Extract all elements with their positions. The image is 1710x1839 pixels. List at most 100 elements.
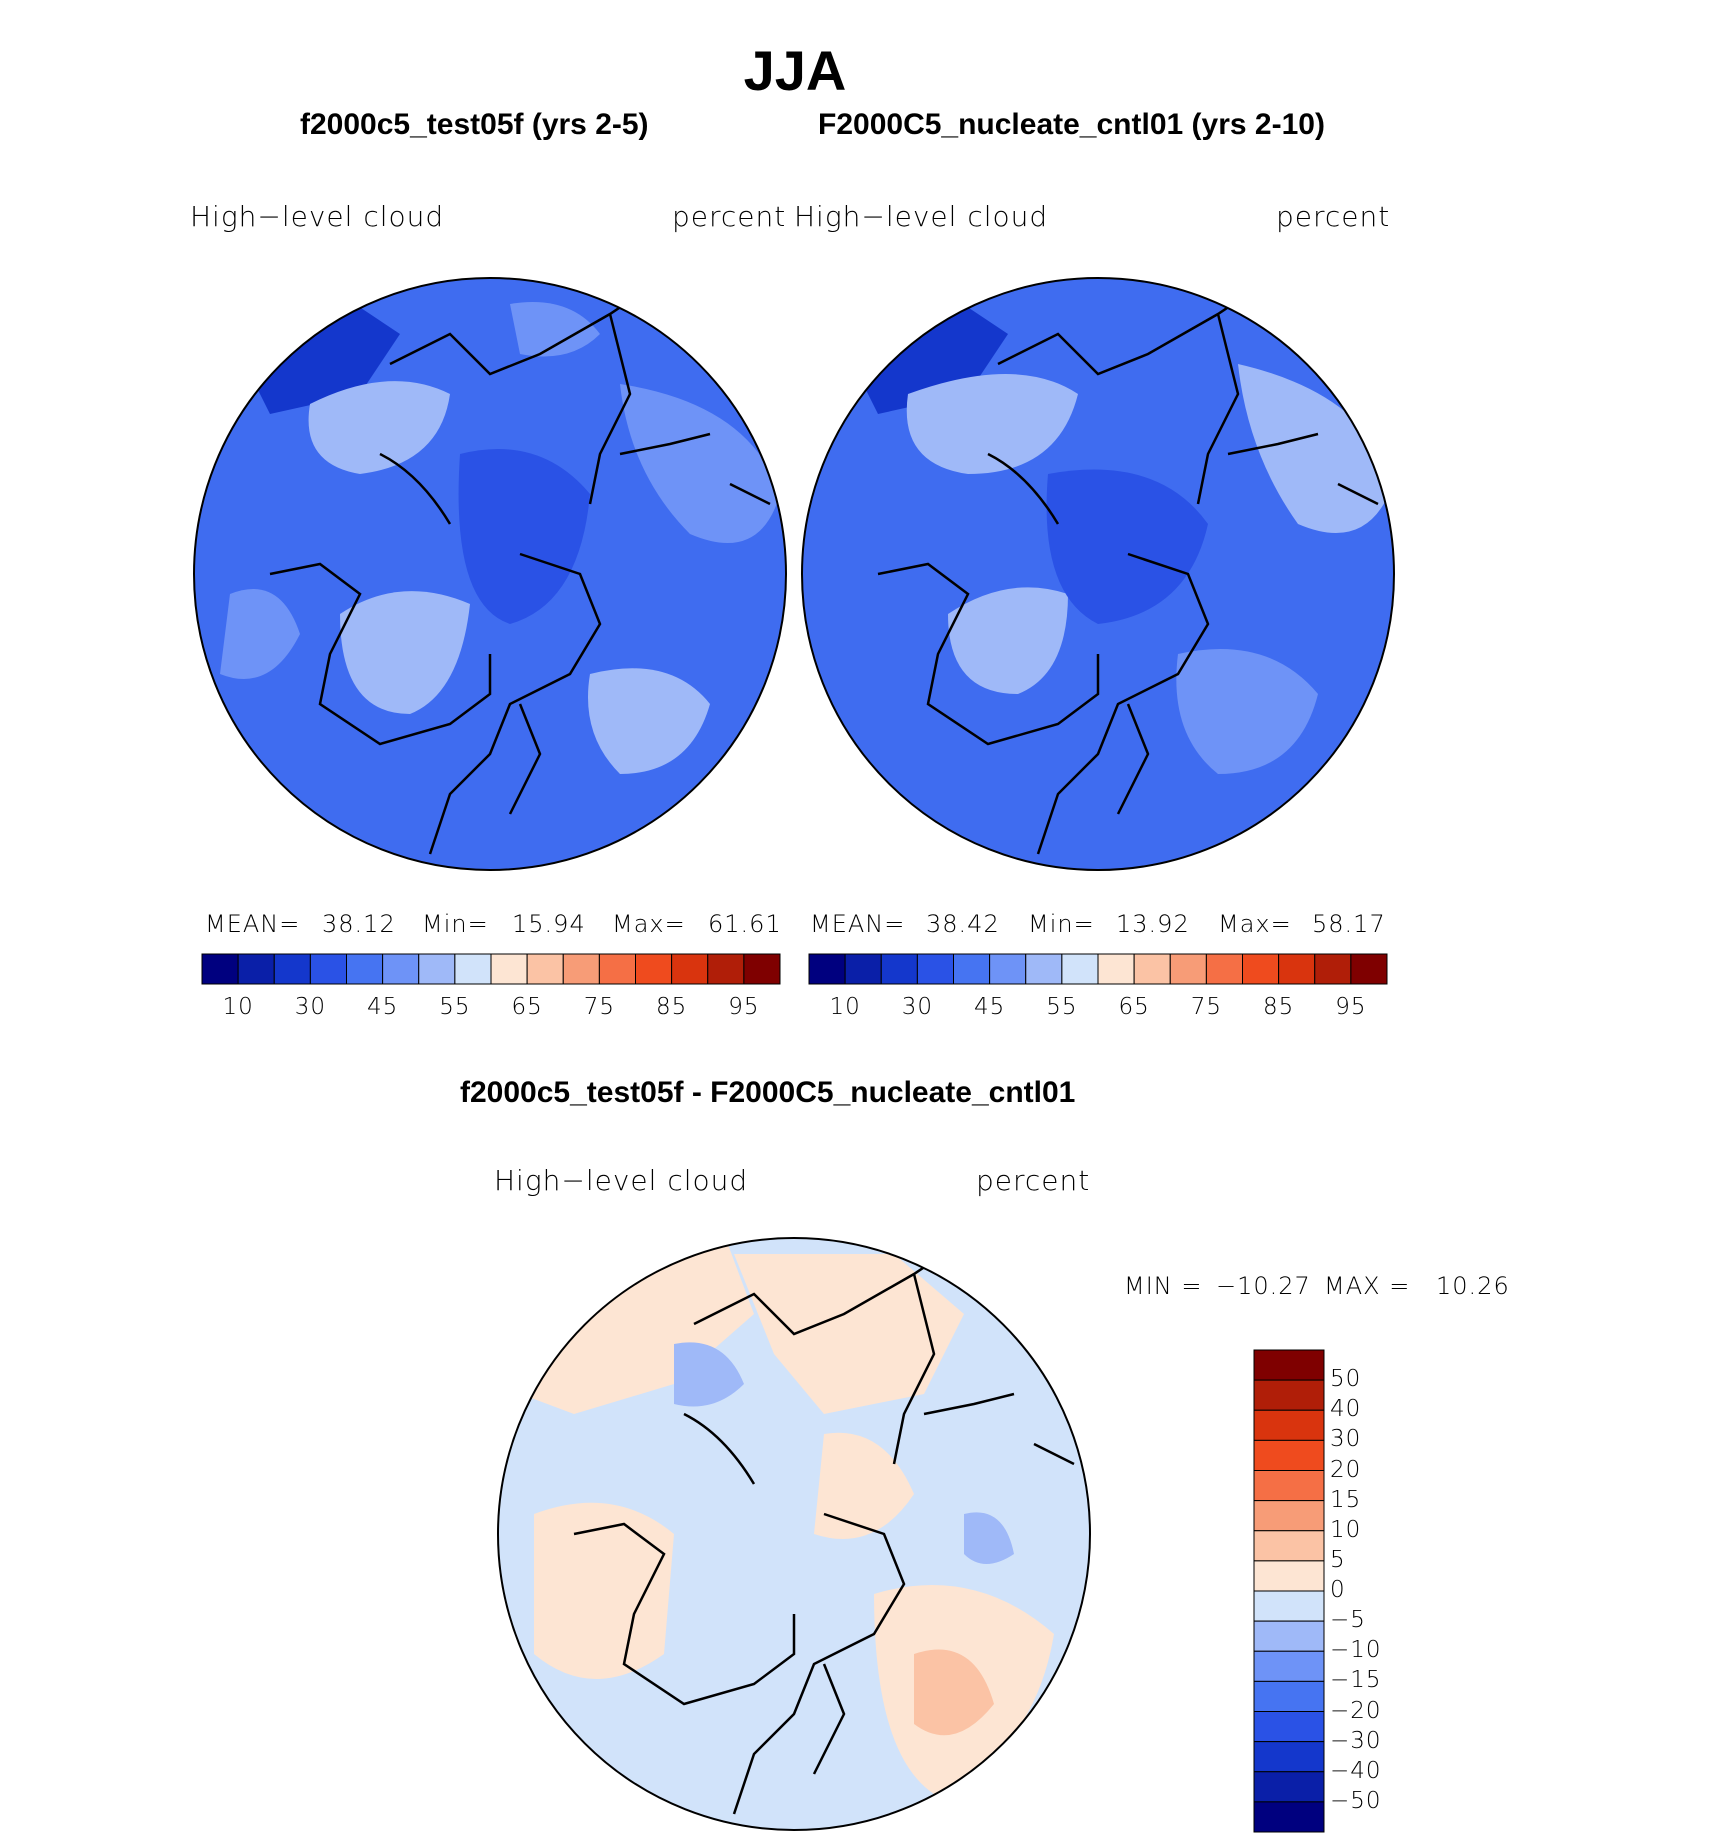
panel-1-mean-label: MEAN= xyxy=(205,910,301,938)
panel-1-min-value: 15.94 xyxy=(512,910,586,938)
diff-map-field-region xyxy=(814,1432,914,1539)
colorbar-box xyxy=(1025,953,1063,985)
diff-max-label: MAX = xyxy=(1324,1272,1411,1300)
colorbar-box xyxy=(1205,953,1243,985)
panel-1-colorbar xyxy=(201,953,781,985)
colorbar-box xyxy=(418,953,456,985)
colorbar-tick-label: 40 xyxy=(1330,1396,1362,1423)
colorbar-tick-label: 75 xyxy=(583,994,616,1020)
colorbar-box xyxy=(808,953,846,985)
diff-map-field-region xyxy=(674,1342,744,1407)
colorbar-tick-label: 55 xyxy=(1046,994,1078,1020)
panel-2-colorbar xyxy=(808,953,1388,985)
panel-2-case-title: F2000C5_nucleate_cntl01 (yrs 2-10) xyxy=(818,108,1325,141)
diff-map-field-region xyxy=(914,1649,994,1736)
colorbar-tick-label: 95 xyxy=(1335,994,1367,1020)
colorbar-box xyxy=(635,953,673,985)
colorbar-tick-label: 10 xyxy=(829,994,861,1020)
panel-2-variable-label: High−level cloud xyxy=(794,200,1049,233)
colorbar-box xyxy=(526,953,564,985)
colorbar-tick-label: 55 xyxy=(439,994,471,1020)
colorbar-box xyxy=(309,953,347,985)
colorbar-tick-label: 0 xyxy=(1330,1577,1346,1603)
panel-2-colorbar-ticks: 10 30 45 55 65 75 85 95 xyxy=(809,994,1387,1024)
panel-1-min-label: Min= xyxy=(422,910,489,938)
map-1-field-region xyxy=(220,589,300,679)
colorbar-tick-label: 85 xyxy=(1262,994,1295,1020)
panel-2-min-label: Min= xyxy=(1028,910,1095,938)
diff-panel-variable-label: High−level cloud xyxy=(494,1164,749,1197)
map-1-field-region xyxy=(620,384,780,543)
colorbar-box xyxy=(953,953,991,985)
map-2-field-region xyxy=(906,374,1078,474)
panel-1-max-value: 61.61 xyxy=(708,910,782,938)
colorbar-box xyxy=(1253,1771,1325,1803)
colorbar-tick-label: −30 xyxy=(1330,1727,1382,1754)
map-2-field-region xyxy=(1046,469,1208,624)
colorbar-tick-label: 45 xyxy=(973,994,1006,1020)
colorbar-tick-label: −15 xyxy=(1330,1667,1382,1694)
colorbar-tick-label: 30 xyxy=(294,994,327,1020)
colorbar-box xyxy=(1253,1620,1325,1652)
colorbar-tick-label: 30 xyxy=(1330,1426,1362,1453)
colorbar-tick-label: 10 xyxy=(1330,1516,1362,1543)
colorbar-box xyxy=(1314,953,1352,985)
colorbar-box xyxy=(382,953,420,985)
colorbar-tick-label: 65 xyxy=(1118,994,1150,1020)
colorbar-box xyxy=(1253,1590,1325,1622)
colorbar-box xyxy=(1253,1379,1325,1411)
map-1-field-region xyxy=(308,381,450,474)
map-1-field-region xyxy=(340,591,470,714)
colorbar-tick-label: 10 xyxy=(222,994,254,1020)
colorbar-box xyxy=(1278,953,1316,985)
colorbar-box xyxy=(707,953,745,985)
colorbar-box xyxy=(880,953,918,985)
diff-panel-map xyxy=(497,1237,1091,1831)
map-2-field-region xyxy=(948,587,1068,694)
colorbar-box xyxy=(346,953,384,985)
panel-1-max-label: Max= xyxy=(612,910,686,938)
colorbar-tick-label: −50 xyxy=(1330,1787,1382,1814)
colorbar-tick-label: 65 xyxy=(511,994,543,1020)
colorbar-tick-label: 75 xyxy=(1190,994,1223,1020)
colorbar-tick-label: 5 xyxy=(1330,1546,1346,1573)
map-1-field-region xyxy=(510,302,600,357)
diff-panel-title: f2000c5_test05f - F2000C5_nucleate_cntl0… xyxy=(460,1076,1076,1109)
colorbar-box xyxy=(1242,953,1280,985)
map-1-coastlines xyxy=(269,292,771,855)
colorbar-tick-label: 15 xyxy=(1330,1486,1362,1513)
colorbar-tick-label: 45 xyxy=(366,994,399,1020)
panel-1-case-title: f2000c5_test05f (yrs 2-5) xyxy=(300,108,649,141)
map-1-circle-border xyxy=(193,277,787,871)
colorbar-box xyxy=(201,953,239,985)
diff-panel-units-label: percent xyxy=(976,1164,1091,1197)
map-2-field-region xyxy=(1176,649,1318,774)
colorbar-box xyxy=(454,953,492,985)
diff-map-field-region xyxy=(734,1254,964,1414)
colorbar-tick-label: −10 xyxy=(1330,1637,1382,1664)
diff-colorbar xyxy=(1253,1349,1325,1833)
colorbar-box xyxy=(273,953,311,985)
map-1-field-region xyxy=(588,668,710,774)
panel-2-units-label: percent xyxy=(1276,200,1391,233)
colorbar-box xyxy=(743,953,781,985)
colorbar-box xyxy=(237,953,275,985)
map-1-field-region xyxy=(458,449,590,624)
colorbar-box xyxy=(1253,1470,1325,1502)
map-2-coastlines xyxy=(877,292,1379,855)
colorbar-box xyxy=(1253,1650,1325,1682)
panel-1-colorbar-ticks: 10 30 45 55 65 75 85 95 xyxy=(202,994,780,1024)
colorbar-box xyxy=(1169,953,1207,985)
diff-map-circle-border xyxy=(497,1237,1091,1831)
panel-1-units-label: percent xyxy=(672,200,787,233)
colorbar-tick-label: 20 xyxy=(1330,1456,1362,1483)
colorbar-box xyxy=(1097,953,1135,985)
colorbar-box xyxy=(1253,1439,1325,1471)
colorbar-box xyxy=(1253,1741,1325,1773)
colorbar-box xyxy=(1061,953,1099,985)
colorbar-box xyxy=(1253,1711,1325,1743)
colorbar-box xyxy=(1253,1801,1325,1833)
panel-1-variable-label: High−level cloud xyxy=(190,200,445,233)
colorbar-tick-label: 85 xyxy=(655,994,688,1020)
colorbar-box xyxy=(1253,1560,1325,1592)
